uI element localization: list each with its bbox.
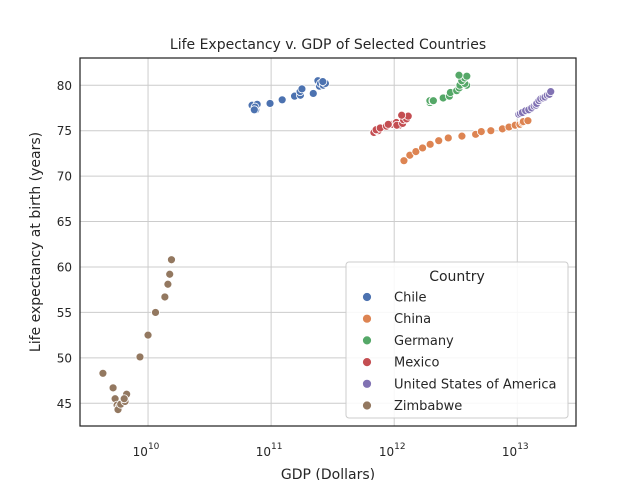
point-germany bbox=[462, 71, 472, 81]
point-china bbox=[411, 147, 421, 156]
legend-title: Country bbox=[429, 269, 485, 285]
point-chile bbox=[277, 95, 287, 105]
point-chile bbox=[308, 89, 318, 98]
plot-area-frame bbox=[79, 57, 577, 427]
point-mexico bbox=[383, 119, 393, 129]
x-tick-label: 1010 bbox=[133, 442, 160, 459]
point-china bbox=[457, 131, 467, 141]
point-zimbabwe bbox=[167, 255, 176, 265]
y-tick-label: 80 bbox=[57, 79, 72, 93]
legend: Country Chile China Germany Mexico United St… bbox=[345, 261, 569, 419]
point-chile bbox=[318, 77, 328, 87]
x-tick-label: 1011 bbox=[256, 442, 283, 459]
y-tick-label: 65 bbox=[57, 215, 72, 229]
legend-label-zimbabwe: Zimbabwe bbox=[394, 399, 462, 414]
point-china bbox=[486, 126, 496, 136]
legend-label-mexico: Mexico bbox=[394, 356, 439, 371]
point-china bbox=[434, 136, 444, 146]
legend-label-chile: Chile bbox=[394, 291, 427, 306]
legend-label-germany: Germany bbox=[394, 334, 454, 349]
point-zimbabwe bbox=[135, 352, 145, 362]
point-china bbox=[523, 116, 533, 126]
point-zimbabwe bbox=[165, 269, 175, 279]
y-tick-label: 45 bbox=[57, 397, 72, 411]
x-tick-label: 1012 bbox=[379, 442, 406, 459]
point-zimbabwe bbox=[163, 279, 173, 289]
axis-ticks: 45 50 55 60 65 70 75 80 1010 1011 1012 1013 bbox=[57, 79, 529, 459]
point-zimbabwe bbox=[98, 368, 108, 378]
legend-label-china: China bbox=[394, 312, 431, 327]
legend-marker-united-states-of-america bbox=[362, 378, 372, 389]
point-chile bbox=[297, 84, 307, 94]
chart-title: Life Expectancy v. GDP of Selected Count… bbox=[170, 37, 486, 53]
point-china bbox=[443, 133, 453, 143]
legend-marker-zimbabwe bbox=[362, 400, 372, 411]
point-china bbox=[476, 127, 486, 137]
legend-items: Chile China Germany Mexico United States of … bbox=[362, 291, 556, 414]
point-china bbox=[399, 156, 409, 166]
point-united-states-of-america bbox=[546, 87, 556, 97]
point-germany bbox=[454, 70, 464, 80]
x-axis-label: GDP (Dollars) bbox=[281, 467, 375, 480]
legend-label-united-states-of-america: United States of America bbox=[394, 377, 556, 392]
point-zimbabwe bbox=[160, 292, 170, 302]
y-tick-label: 70 bbox=[57, 170, 72, 184]
y-axis-label: Life expectancy at birth (years) bbox=[28, 132, 44, 352]
y-tick-label: 75 bbox=[57, 124, 72, 138]
y-tick-label: 60 bbox=[57, 260, 72, 274]
legend-marker-mexico bbox=[362, 357, 372, 368]
point-chile bbox=[265, 99, 275, 108]
y-tick-label: 50 bbox=[57, 351, 72, 365]
legend-marker-germany bbox=[362, 335, 372, 346]
legend-marker-chile bbox=[362, 292, 372, 302]
point-germany bbox=[428, 96, 438, 106]
point-zimbabwe bbox=[143, 330, 153, 340]
point-zimbabwe bbox=[108, 383, 118, 393]
point-china bbox=[425, 139, 435, 149]
y-tick-label: 55 bbox=[57, 306, 72, 320]
point-chile bbox=[249, 105, 259, 115]
data-points bbox=[98, 70, 556, 415]
point-mexico bbox=[397, 110, 407, 120]
x-tick-label: 1013 bbox=[502, 442, 529, 459]
legend-marker-china bbox=[362, 313, 372, 324]
point-zimbabwe bbox=[119, 394, 129, 404]
legend-box bbox=[345, 261, 569, 419]
point-china bbox=[418, 143, 427, 153]
point-zimbabwe bbox=[151, 308, 160, 317]
